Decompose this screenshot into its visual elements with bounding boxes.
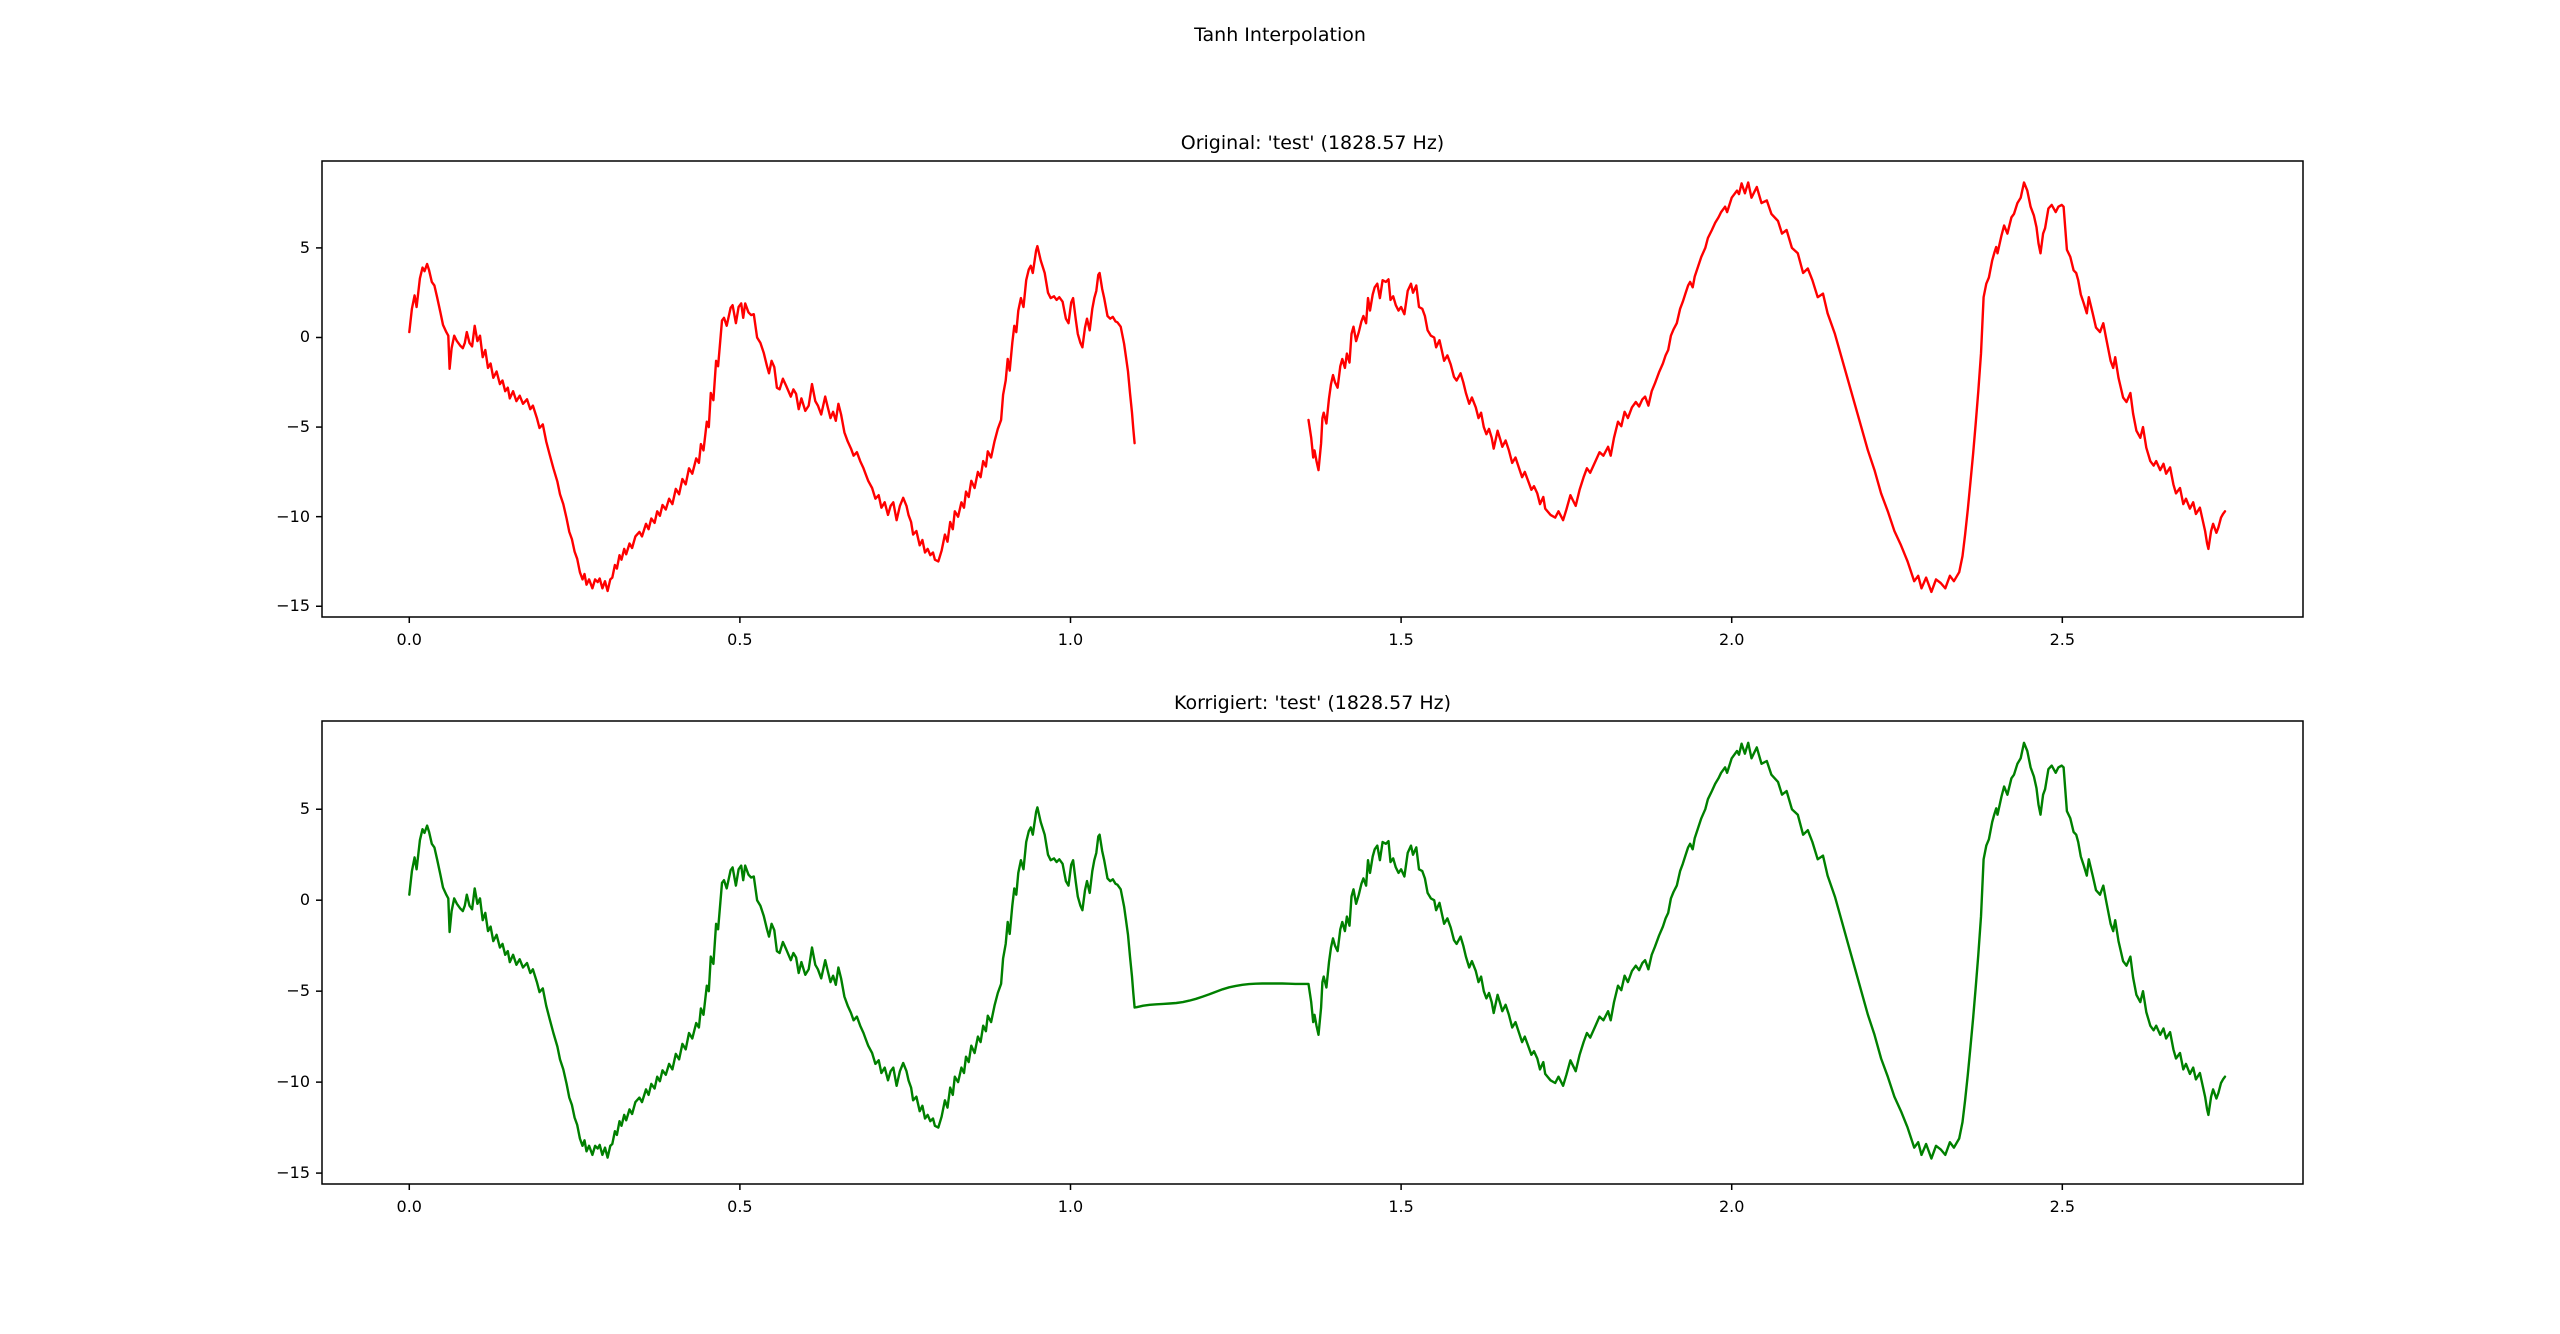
x-tick-label: 2.0 xyxy=(1718,1197,1745,1216)
signal-line-korrigiert-0 xyxy=(408,741,2227,1160)
y-tick-label: −15 xyxy=(276,1163,310,1183)
subplot-spines-0 xyxy=(321,160,2304,618)
x-tick-label: 2.5 xyxy=(2049,1197,2076,1216)
subplot-title-korrigiert: Korrigiert: 'test' (1828.57 Hz) xyxy=(1173,692,1452,714)
y-tick-label: −5 xyxy=(286,417,310,437)
figure-title: Tanh Interpolation xyxy=(1194,24,1366,46)
y-tick-label: −10 xyxy=(276,506,310,526)
x-tick-label: 2.5 xyxy=(2049,630,2076,649)
y-tick-label: −10 xyxy=(276,1072,310,1092)
signal-line-original-1 xyxy=(1307,181,2227,594)
x-tick-label: 1.0 xyxy=(1057,630,1084,649)
y-tick-label: 5 xyxy=(299,799,310,819)
x-tick-label: 0.0 xyxy=(396,630,422,649)
x-tick-label: 2.0 xyxy=(1718,630,1745,649)
y-tick-label: 5 xyxy=(299,237,310,257)
x-tick-label: 1.0 xyxy=(1057,1197,1084,1216)
x-tick-label: 1.5 xyxy=(1388,1197,1414,1216)
subplot-spines-1 xyxy=(321,720,2304,1185)
x-tick-label: 1.5 xyxy=(1388,630,1414,649)
y-tick-label: −5 xyxy=(286,981,310,1001)
subplot-title-original: Original: 'test' (1828.57 Hz) xyxy=(1180,132,1445,154)
y-tick-label: −15 xyxy=(276,596,310,616)
x-tick-label: 0.5 xyxy=(727,1197,753,1216)
x-tick-label: 0.0 xyxy=(396,1197,422,1216)
signal-line-original-0 xyxy=(408,244,1136,593)
y-tick-label: 0 xyxy=(299,890,310,910)
x-tick-label: 0.5 xyxy=(727,630,753,649)
y-tick-label: 0 xyxy=(299,327,310,347)
